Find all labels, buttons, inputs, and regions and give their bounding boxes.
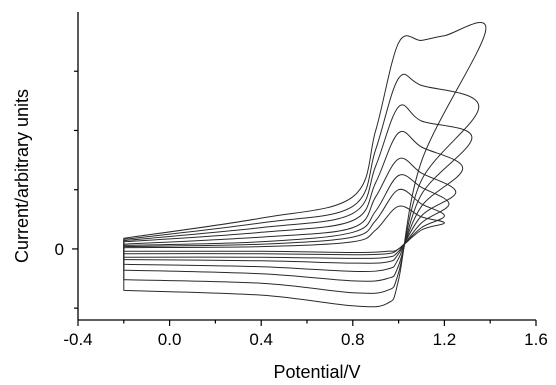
x-tick-label: 0.4 xyxy=(249,330,273,349)
cv-curve-scan-7 xyxy=(123,73,480,294)
x-tick-label: 1.2 xyxy=(433,330,457,349)
y-tick-label: 0 xyxy=(55,240,64,259)
cv-curve-scan-8 xyxy=(123,22,487,308)
cv-curve-scan-1 xyxy=(123,205,445,253)
cv-curve-scan-4 xyxy=(123,157,457,264)
cv-curve-scan-2 xyxy=(123,188,445,256)
axes xyxy=(77,12,536,321)
x-axis-label: Potential/V xyxy=(273,362,360,382)
x-tick-label: 0.8 xyxy=(341,330,365,349)
x-tick-label: 0.0 xyxy=(158,330,182,349)
cv-curve-scan-5 xyxy=(123,130,464,273)
voltammogram-curves xyxy=(123,22,487,308)
x-ticks: -0.4 0.0 0.4 0.8 1.2 1.6 xyxy=(63,320,548,349)
cv-curve-scan-6 xyxy=(123,104,473,282)
x-tick-label: 1.6 xyxy=(524,330,548,349)
y-axis-label: Current/arbitrary units xyxy=(12,89,32,263)
cv-curve-scan-3 xyxy=(123,174,450,259)
y-ticks: 0 xyxy=(55,70,78,309)
x-tick-label: -0.4 xyxy=(63,330,92,349)
